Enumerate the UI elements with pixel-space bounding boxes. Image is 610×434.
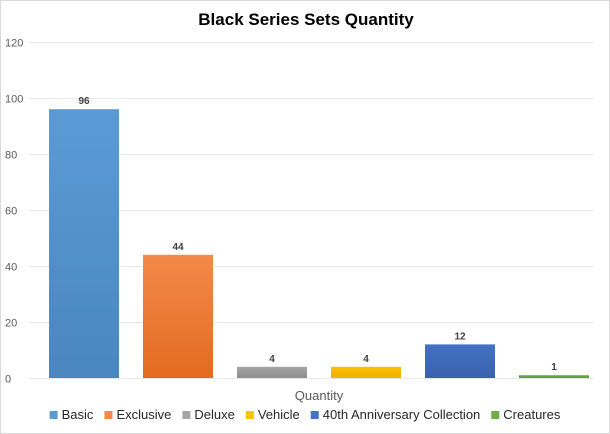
bar (331, 366, 401, 378)
legend-item: Basic (49, 407, 94, 422)
legend-item: Creatures (491, 407, 561, 422)
gridlines (29, 42, 593, 379)
y-tick-label: 80 (5, 150, 17, 162)
data-label: 1 (551, 362, 557, 373)
data-label: 96 (78, 96, 90, 107)
data-label: 4 (269, 354, 275, 365)
bar (143, 254, 213, 378)
legend-item: Vehicle (245, 407, 300, 422)
legend-item: Deluxe (182, 407, 235, 422)
legend-swatch (49, 411, 58, 419)
chart-title: Black Series Sets Quantity (198, 10, 414, 29)
bar (49, 109, 119, 378)
data-label: 44 (172, 242, 184, 253)
legend-item: 40th Anniversary Collection (310, 407, 481, 422)
legend-swatch (310, 411, 319, 419)
bar (425, 344, 495, 378)
legend-label: 40th Anniversary Collection (323, 407, 481, 422)
y-tick-label: 100 (5, 94, 23, 106)
y-tick-label: 20 (5, 318, 17, 330)
y-tick-label: 0 (5, 374, 11, 386)
legend-label: Deluxe (194, 407, 234, 422)
bar (237, 366, 307, 378)
data-label: 12 (454, 331, 466, 342)
bar (519, 375, 589, 378)
y-tick-label: 40 (5, 262, 17, 274)
legend-label: Basic (62, 407, 94, 422)
legend-swatch (104, 411, 113, 419)
legend-label: Creatures (503, 407, 561, 422)
y-tick-label: 120 (5, 38, 23, 50)
y-axis-ticks: 0 20 40 60 80 100 120 (5, 38, 23, 386)
legend: Basic Exclusive Deluxe Vehicle 40th Annivers… (49, 407, 561, 422)
x-axis-label: Quantity (295, 388, 344, 403)
legend-swatch (491, 411, 500, 419)
legend-label: Exclusive (116, 407, 171, 422)
legend-swatch (182, 411, 191, 419)
legend-swatch (245, 411, 254, 419)
legend-item: Exclusive (104, 407, 171, 422)
bars (49, 109, 589, 378)
legend-label: Vehicle (258, 407, 300, 422)
y-tick-label: 60 (5, 206, 17, 218)
data-label: 4 (363, 354, 369, 365)
